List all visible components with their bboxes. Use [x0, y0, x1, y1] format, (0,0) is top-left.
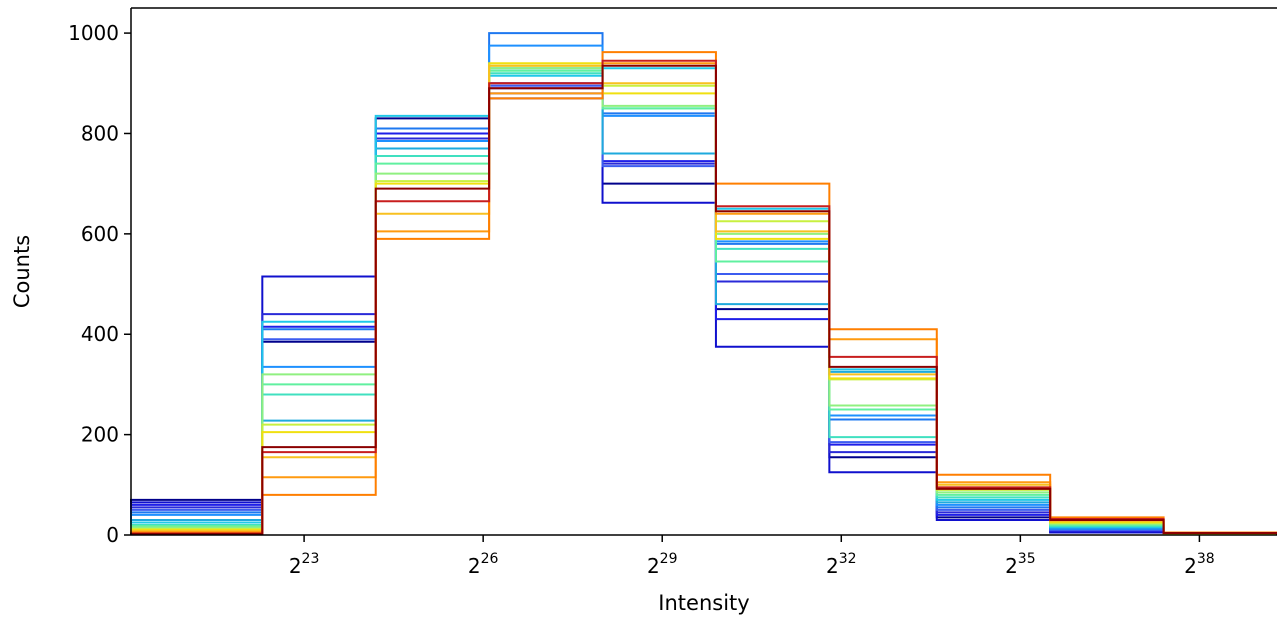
series-layer [130, 32, 1277, 536]
x-tick-label: 232 [826, 551, 857, 578]
x-tick-label: 235 [1005, 551, 1036, 578]
x-tick-label: 229 [647, 551, 678, 578]
y-tick-label: 600 [81, 222, 119, 246]
axes-layer [130, 7, 1277, 536]
y-tick-label: 1000 [68, 21, 119, 45]
x-tick-label: 226 [468, 551, 499, 578]
x-tick-label: 223 [289, 551, 320, 578]
y-tick-label: 800 [81, 121, 119, 145]
y-tick-label: 0 [106, 523, 119, 547]
histogram-series-18 [130, 64, 1277, 535]
y-tick-label: 200 [81, 423, 119, 447]
x-axis-label: Intensity [658, 591, 749, 615]
y-axis-label: Counts [10, 235, 34, 308]
x-ticks: 223 226 229 232 235 238 [289, 535, 1215, 578]
x-tick-label: 238 [1184, 551, 1215, 578]
y-tick-label: 400 [81, 322, 119, 346]
y-ticks: 0 200 400 600 800 1000 [68, 21, 131, 547]
